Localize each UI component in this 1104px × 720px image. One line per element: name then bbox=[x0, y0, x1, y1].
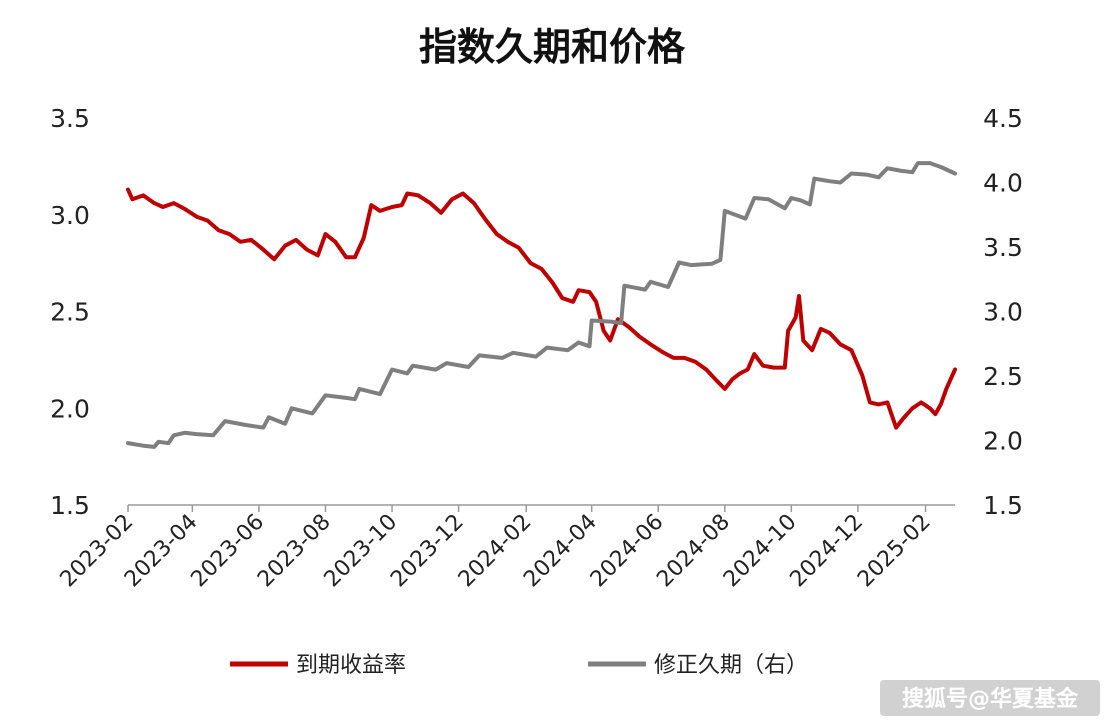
x-tick-label: 2024-04 bbox=[519, 510, 602, 593]
y-right-tick-label: 3.0 bbox=[983, 298, 1023, 327]
y-left-tick-label: 2.0 bbox=[50, 394, 90, 423]
x-tick-label: 2023-12 bbox=[386, 510, 469, 593]
legend: 到期收益率 修正久期（右） bbox=[230, 653, 808, 678]
x-tick-label: 2024-10 bbox=[719, 510, 802, 593]
x-tick-label: 2024-08 bbox=[652, 510, 735, 593]
y-left-tick-label: 3.0 bbox=[50, 201, 90, 230]
watermark-text: 搜狐号@华夏基金 bbox=[902, 686, 1079, 712]
x-tick-label: 2025-02 bbox=[853, 510, 936, 593]
y-right-tick-label: 4.5 bbox=[983, 104, 1023, 133]
x-tick-label: 2024-12 bbox=[785, 510, 868, 593]
legend-label: 到期收益率 bbox=[296, 653, 406, 678]
series-line-duration bbox=[126, 161, 957, 449]
x-tick-label: 2023-08 bbox=[253, 510, 336, 593]
y-right-tick-label: 4.0 bbox=[983, 169, 1023, 198]
x-tick-label: 2024-06 bbox=[586, 510, 669, 593]
chart-title: 指数久期和价格 bbox=[419, 25, 686, 69]
y-right-tick-label: 2.5 bbox=[983, 362, 1023, 391]
y-right-tick-label: 2.0 bbox=[983, 427, 1023, 456]
y-left-tick-label: 1.5 bbox=[50, 491, 90, 520]
series-line-yield bbox=[126, 187, 957, 430]
y-right-tick-label: 1.5 bbox=[983, 491, 1023, 520]
x-tick-label: 2023-06 bbox=[186, 510, 269, 593]
watermark: 搜狐号@华夏基金 bbox=[880, 680, 1100, 716]
y-left-tick-label: 3.5 bbox=[50, 104, 90, 133]
y-left-tick-label: 2.5 bbox=[50, 298, 90, 327]
legend-label: 修正久期（右） bbox=[654, 653, 808, 678]
y-right-tick-label: 3.5 bbox=[983, 233, 1023, 262]
x-tick-label: 2023-10 bbox=[320, 510, 403, 593]
series-lines bbox=[126, 161, 957, 449]
